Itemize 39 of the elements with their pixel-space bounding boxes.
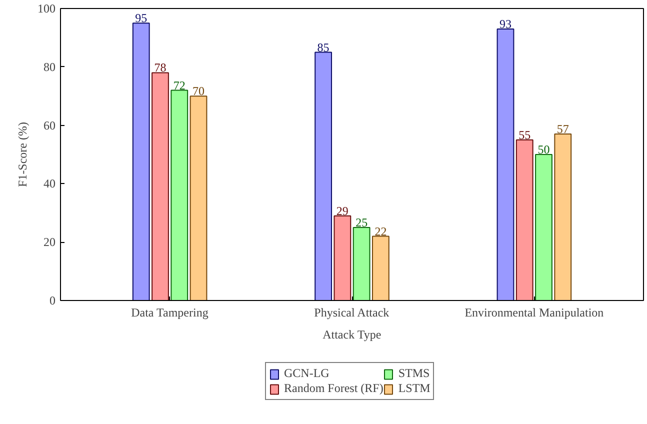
bar xyxy=(352,227,370,300)
bar xyxy=(516,139,534,300)
legend-label: Random Forest (RF) xyxy=(284,381,384,396)
bar xyxy=(132,22,150,300)
x-axis-title: Attack Type xyxy=(322,328,382,342)
legend-label: GCN-LG xyxy=(284,366,330,381)
data-label: 93 xyxy=(499,16,512,31)
bar xyxy=(334,215,352,300)
data-label: 55 xyxy=(518,128,531,142)
data-label: 50 xyxy=(538,142,550,156)
data-label: 72 xyxy=(173,78,186,92)
data-label: 57 xyxy=(556,122,569,136)
bar xyxy=(190,96,208,300)
data-label: 25 xyxy=(356,216,368,230)
y-tick-label: 80 xyxy=(44,60,56,74)
data-label: 78 xyxy=(154,60,166,75)
y-tick-label: 100 xyxy=(38,2,56,16)
bar xyxy=(535,154,552,300)
bar xyxy=(170,90,188,300)
bar xyxy=(372,236,390,300)
legend-label: STMS xyxy=(398,366,430,381)
x-tick-label: Environmental Manipulation xyxy=(464,306,604,320)
bar xyxy=(554,134,572,300)
data-label: 70 xyxy=(192,84,205,98)
legend-label: LSTM xyxy=(398,381,430,396)
data-label: 85 xyxy=(317,40,330,54)
data-label: 22 xyxy=(374,224,387,238)
y-tick-label: 60 xyxy=(44,118,56,132)
data-label: 95 xyxy=(135,11,148,26)
y-tick-label: 0 xyxy=(50,294,56,308)
x-tick-label: Data Tampering xyxy=(131,306,208,320)
bar xyxy=(496,28,514,300)
bar xyxy=(314,52,332,300)
y-tick-label: 20 xyxy=(44,235,56,250)
y-tick-label: 40 xyxy=(44,176,56,191)
y-axis-title: F1-Score (%) xyxy=(16,122,30,187)
data-label: 29 xyxy=(336,204,348,218)
bar xyxy=(152,72,169,300)
x-tick-label: Physical Attack xyxy=(314,306,390,320)
